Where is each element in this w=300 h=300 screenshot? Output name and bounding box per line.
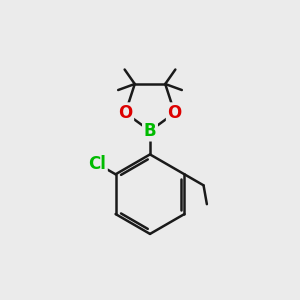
Text: Cl: Cl [88,155,106,173]
Text: B: B [144,122,156,140]
Text: O: O [118,104,133,122]
Text: O: O [167,104,182,122]
